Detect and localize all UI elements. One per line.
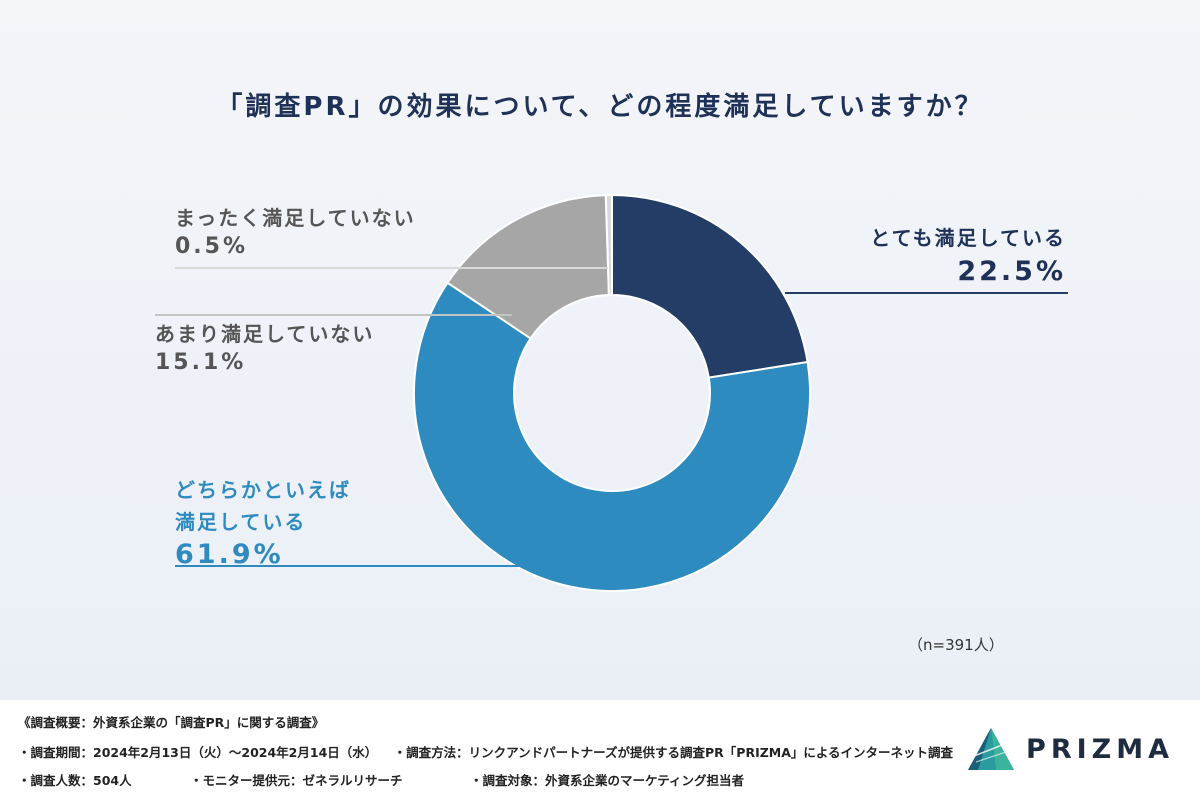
prizma-logo-text: PRIZMA [1026,733,1174,765]
survey-footer: 《調査概要：外資系企業の「調査PR」に関する調査》 ・調査期間：2024年2月1… [0,700,1200,800]
label-somewhat-pct: 61.9% [175,539,284,570]
survey-target: ・調査対象：外資系企業のマーケティング担当者 [470,773,745,788]
label-not-very-pct: 15.1% [155,350,247,375]
label-somewhat-line2: 満足している [175,510,307,534]
donut-chart [155,193,1068,592]
slice-somewhat-satisfied [413,281,811,592]
slice-very-satisfied [611,193,809,379]
label-not-very-text: あまり満足していない [155,322,375,346]
label-not-at-all-satisfied: まったく満足していない 0.5% [175,202,416,259]
label-not-at-all-text: まったく満足していない [175,206,416,230]
label-very-satisfied-pct: 22.5% [957,256,1066,287]
survey-summary: 《調査概要：外資系企業の「調査PR」に関する調査》 [18,715,325,730]
label-not-at-all-pct: 0.5% [175,234,249,259]
survey-count: ・調査人数：504人 [18,773,132,788]
donut-slices [413,193,811,592]
label-somewhat-satisfied: どちらかといえば 満足している 61.9% [175,474,351,572]
leader-lines [155,267,1068,567]
prizma-logo: PRIZMA [966,726,1174,772]
label-somewhat-line1: どちらかといえば [175,478,351,502]
chart-title: 「調査PR」の効果について、どの程度満足していますか？ [216,92,984,122]
survey-period: ・調査期間：2024年2月13日（火）～2024年2月14日（水） [18,745,378,760]
survey-provider: ・モニター提供元：ゼネラルリサーチ [190,773,403,788]
prizma-prism-icon [968,728,1015,770]
label-not-very-satisfied: あまり満足していない 15.1% [155,318,374,375]
label-very-satisfied: とても満足している 22.5% [800,222,1066,290]
slice-not-very-satisfied [446,194,610,340]
survey-method: ・調査方法：リンクアンドパートナーズが提供する調査PR「PRIZMA」によるイン… [393,745,954,760]
sample-size: （n=391人） [908,636,1004,654]
label-very-satisfied-text: とても満足している [870,226,1066,250]
survey-period-method: ・調査期間：2024年2月13日（火）～2024年2月14日（水） ・調査方法：… [18,742,953,761]
slice-not-at-all-satisfied [604,193,613,297]
